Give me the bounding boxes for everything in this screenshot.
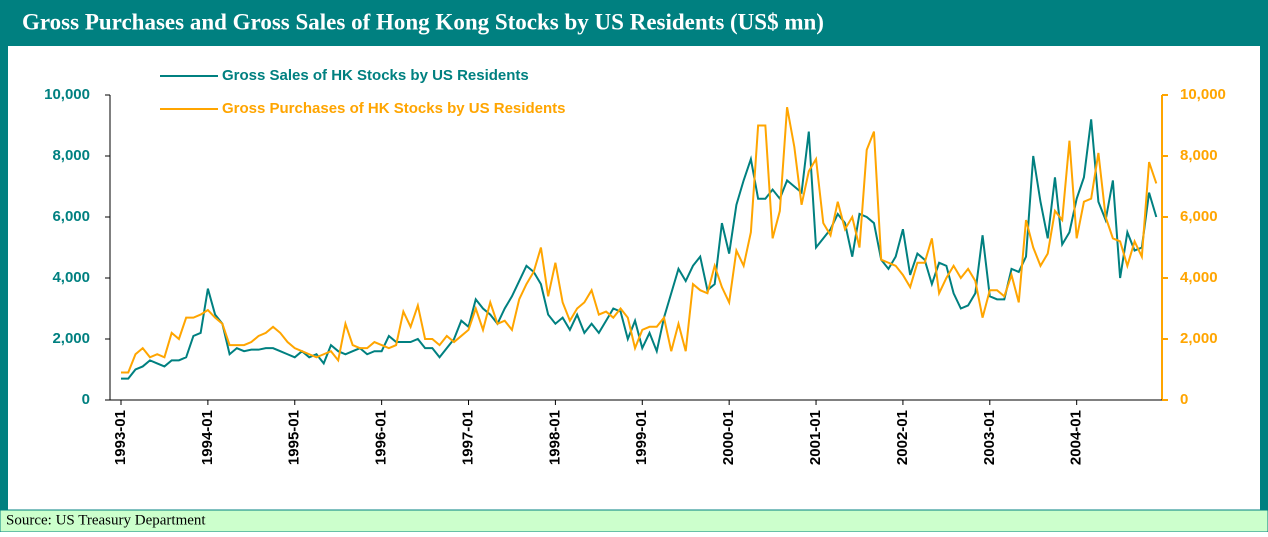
x-tick-label: 2003-01 bbox=[981, 410, 998, 465]
x-tick-label: 1999-01 bbox=[633, 410, 650, 465]
y-tick-label: 8,000 bbox=[52, 147, 90, 164]
y-tick-label: 6,000 bbox=[52, 208, 90, 225]
title-bar bbox=[0, 0, 1268, 46]
series-line bbox=[121, 107, 1158, 374]
y2-tick-label: 6,000 bbox=[1180, 208, 1218, 225]
y-tick-label: 4,000 bbox=[52, 269, 90, 286]
x-tick-label: 2002-01 bbox=[894, 410, 911, 465]
y2-tick-label: 2,000 bbox=[1180, 330, 1218, 347]
y2-tick-label: 0 bbox=[1180, 391, 1188, 408]
frame-right bbox=[1260, 46, 1268, 510]
x-tick-label: 1996-01 bbox=[373, 410, 390, 465]
x-tick-label: 1998-01 bbox=[546, 410, 563, 465]
x-tick-label: 1994-01 bbox=[199, 410, 216, 465]
chart-title: Gross Purchases and Gross Sales of Hong … bbox=[22, 9, 824, 34]
legend-label: Gross Sales of HK Stocks by US Residents bbox=[222, 67, 529, 84]
series-line bbox=[121, 119, 1158, 380]
y2-tick-label: 4,000 bbox=[1180, 269, 1218, 286]
y2-tick-label: 10,000 bbox=[1180, 86, 1226, 103]
x-tick-label: 2000-01 bbox=[720, 410, 737, 465]
y-tick-label: 0 bbox=[82, 391, 90, 408]
y-tick-label: 10,000 bbox=[44, 86, 90, 103]
x-tick-label: 1995-01 bbox=[286, 410, 303, 465]
source: Source: US Treasury Department bbox=[6, 512, 206, 528]
x-tick-label: 2004-01 bbox=[1068, 410, 1085, 465]
y2-tick-label: 8,000 bbox=[1180, 147, 1218, 164]
y-tick-label: 2,000 bbox=[52, 330, 90, 347]
x-tick-label: 1993-01 bbox=[112, 410, 129, 465]
frame-left bbox=[0, 46, 8, 510]
legend-label: Gross Purchases of HK Stocks by US Resid… bbox=[222, 100, 565, 117]
x-tick-label: 1997-01 bbox=[459, 410, 476, 465]
x-tick-label: 2001-01 bbox=[807, 410, 824, 465]
